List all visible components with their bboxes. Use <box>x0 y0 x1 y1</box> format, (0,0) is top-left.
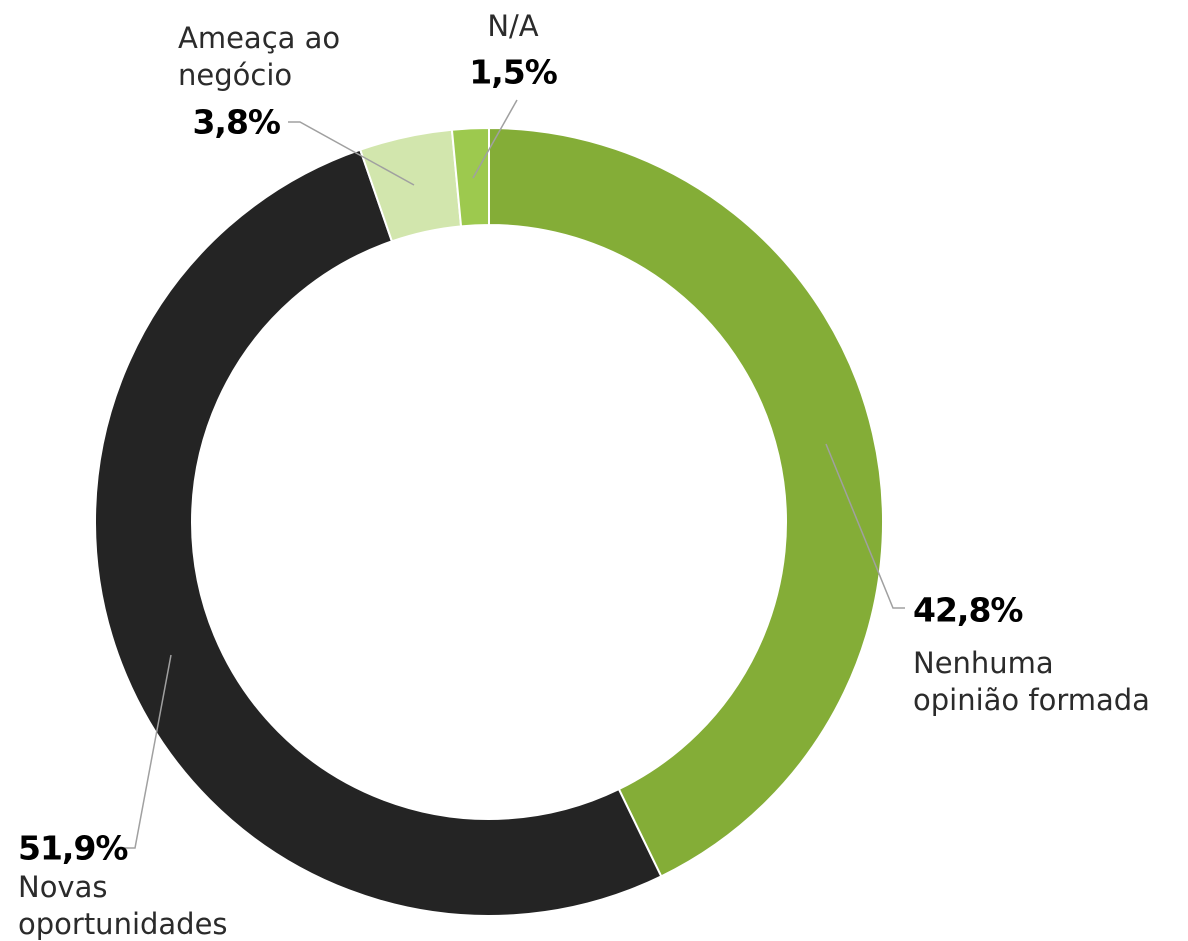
category-label: N/A <box>487 9 538 43</box>
value-label: 1,5% <box>469 53 557 92</box>
value-label: 42,8% <box>913 591 1023 630</box>
donut-segment <box>450 126 490 228</box>
label-line: opinião formada <box>913 683 1150 717</box>
label-line: negócio <box>178 58 292 92</box>
leader-line <box>825 443 905 609</box>
label-line: Nenhuma <box>913 646 1054 680</box>
leader-line <box>472 99 518 179</box>
donut-segment <box>488 126 885 878</box>
value-label: 3,8% <box>192 103 280 142</box>
category-label: Ameaça ao negócio <box>178 21 340 92</box>
value-label: 51,9% <box>18 829 128 868</box>
label-line: Ameaça ao <box>178 21 340 55</box>
category-label: Novas oportunidades <box>18 870 228 941</box>
donut-segment <box>94 148 663 917</box>
label-line: oportunidades <box>18 907 228 941</box>
label-line: N/A <box>487 9 538 43</box>
label-line: Novas <box>18 870 107 904</box>
leader-line <box>122 654 172 849</box>
category-label: Nenhuma opinião formada <box>913 646 1150 717</box>
leader-line <box>288 121 415 186</box>
